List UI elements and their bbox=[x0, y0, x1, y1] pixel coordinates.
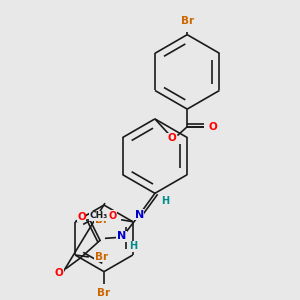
Text: N: N bbox=[135, 210, 144, 220]
Text: Br: Br bbox=[98, 288, 110, 298]
Text: H: H bbox=[162, 196, 170, 206]
Text: O: O bbox=[77, 212, 86, 222]
Text: O: O bbox=[167, 134, 176, 143]
Text: O: O bbox=[108, 211, 116, 221]
Text: H: H bbox=[129, 241, 137, 251]
Text: N: N bbox=[117, 231, 126, 242]
Text: Br: Br bbox=[181, 16, 194, 26]
Text: O: O bbox=[208, 122, 217, 132]
Text: Br: Br bbox=[95, 215, 108, 225]
Text: O: O bbox=[55, 268, 63, 278]
Text: Br: Br bbox=[95, 252, 108, 262]
Text: CH₃: CH₃ bbox=[89, 211, 108, 220]
